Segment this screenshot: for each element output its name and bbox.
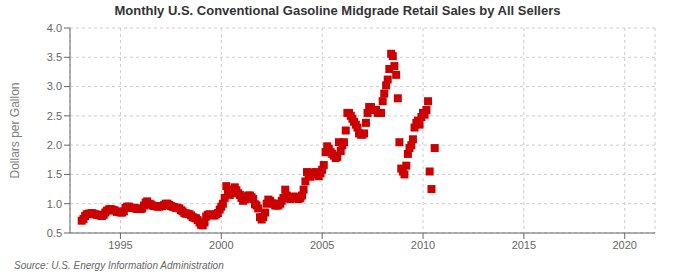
- svg-text:3.0: 3.0: [47, 80, 62, 92]
- svg-text:3.5: 3.5: [47, 51, 62, 63]
- svg-text:2015: 2015: [512, 239, 536, 251]
- svg-text:1.0: 1.0: [47, 198, 62, 210]
- svg-text:0.5: 0.5: [47, 227, 62, 239]
- svg-text:2010: 2010: [411, 239, 435, 251]
- html-text:Monthly U.S. Conventional Gaso: Monthly U.S. Conventional Gasoline Midgr…: [114, 3, 561, 18]
- svg-text:2.5: 2.5: [47, 110, 62, 122]
- html-text:Source: U.S. Energy Informatio: Source: U.S. Energy Information Administ…: [14, 260, 224, 271]
- svg-text:1995: 1995: [108, 239, 132, 251]
- svg-text:1.5: 1.5: [47, 168, 62, 180]
- svg-text:2.0: 2.0: [47, 139, 62, 151]
- svg-text:2000: 2000: [209, 239, 233, 251]
- svg-text:Dollars per Gallon: Dollars per Gallon: [8, 82, 22, 178]
- svg-text:2005: 2005: [310, 239, 334, 251]
- svg-text:4.0: 4.0: [47, 22, 62, 34]
- svg-text:2020: 2020: [612, 239, 636, 251]
